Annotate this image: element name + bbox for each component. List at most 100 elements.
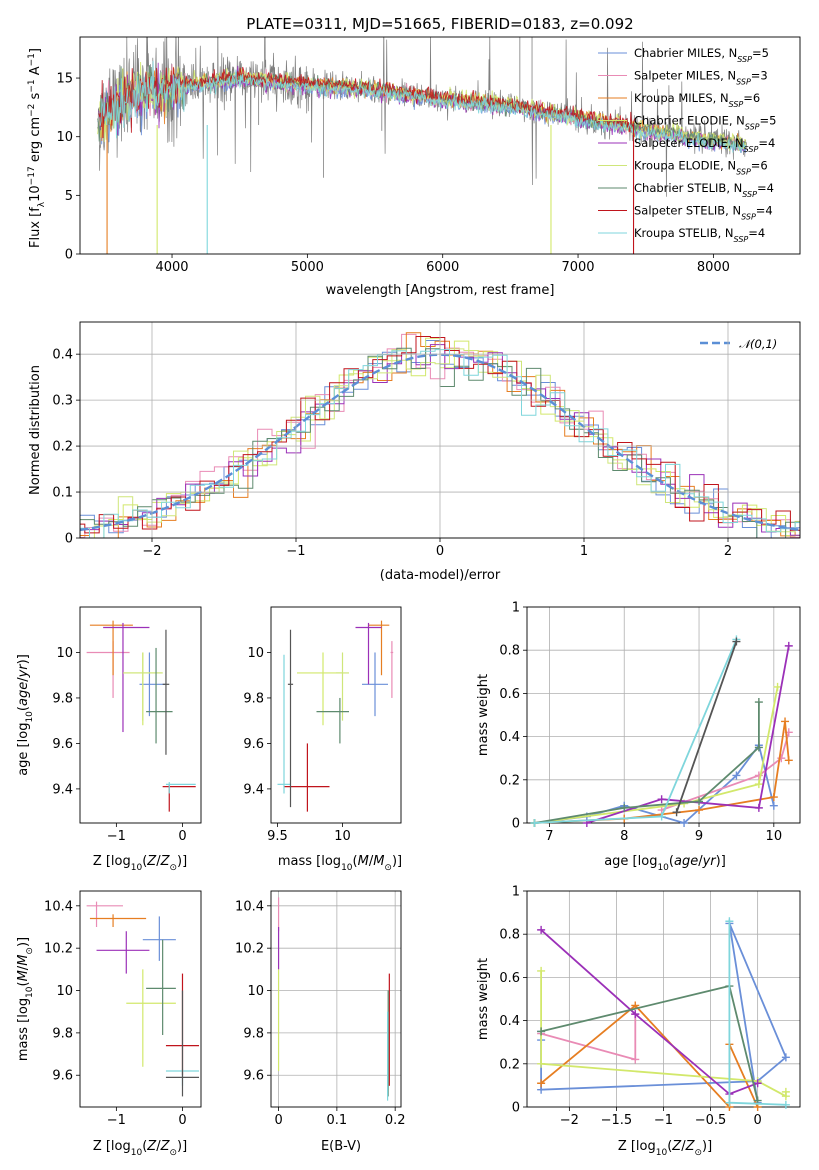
weight-age-frame [526, 606, 801, 824]
weight-age-ytick-label: 1 [512, 601, 520, 616]
mass-ebv-ytick-label: 10 [247, 984, 264, 999]
weight-age-xtick-label: 9 [695, 829, 703, 844]
weight-z-marker [781, 1087, 790, 1096]
model-spectrum-line [99, 60, 747, 154]
weight-age-marker [769, 801, 778, 810]
age-z-ytick-label: 9.4 [52, 782, 73, 797]
weight-age-ytick-label: 0 [512, 817, 520, 832]
weight-z-ytick-label: 0.8 [499, 928, 520, 943]
mass-ebv-xlabel: E(B-V) [321, 1139, 361, 1154]
age-mass-ytick-label: 9.6 [243, 737, 264, 752]
spectrum-lines [97, 37, 748, 254]
histogram-xtick-label: −1 [286, 544, 305, 559]
mass-ebv-xtick-label: 0.1 [327, 1113, 348, 1128]
weight-age-marker [773, 682, 782, 691]
age-mass-ytick-label: 9.8 [243, 691, 264, 706]
weight-age-ytick-label: 0.8 [499, 644, 520, 659]
weight-z-marker [537, 1027, 546, 1036]
weight-z-ytick-label: 0 [512, 1101, 520, 1116]
spectrum-axes: 4000 5000 6000 7000 8000 0 5 10 15 [56, 36, 801, 275]
age-mass-xlabel: mass [log10(M/M⊙)] [278, 854, 402, 873]
legend-entry: Salpeter ELODIE, NSSP=4 [634, 136, 775, 154]
weight-z-ytick-label: 1 [512, 885, 520, 900]
mass-z-panel: −1 0 9.6 9.8 10 10.2 10.4 [44, 890, 202, 1128]
age-mass-xtick-label: 9.5 [267, 829, 288, 844]
mass-z-ylabel: mass [log10(M/M⊙)] [16, 937, 35, 1061]
weight-z-xtick-label: 0 [753, 1113, 761, 1128]
histogram-axes: −2 −1 0 1 2 0 0.1 0.2 0.3 0.4 [52, 321, 801, 559]
weight-age-series-line [534, 743, 775, 825]
histogram-ytick-label: 0.2 [52, 440, 73, 455]
weight-age-marker [784, 756, 793, 765]
weight-age-marker [695, 797, 704, 806]
age-z-xlabel: Z [log10(Z/Z⊙)] [93, 854, 187, 873]
mass-ebv-ytick-label: 10.4 [235, 899, 264, 914]
weight-age-marker [754, 803, 763, 812]
weight-z-marker [537, 925, 546, 934]
weight-z-marker [537, 1079, 546, 1088]
age-mass-xtick-label: 10 [334, 829, 351, 844]
weight-age-ytick-label: 0.4 [499, 730, 520, 745]
histogram-frame [79, 321, 801, 539]
age-mass-panel: 9.5 10 9.4 9.6 9.8 10 [243, 606, 402, 844]
spectrum-panel: PLATE=0311, MJD=51665, FIBERID=0183, z=0… [27, 15, 801, 298]
spectrum-clipped-group [97, 37, 748, 254]
legend-entry: Chabrier MILES, NSSP=5 [634, 46, 769, 64]
age-mass-frame [270, 606, 402, 824]
spectrum-ytick-label: 5 [65, 189, 73, 204]
weight-z-marker [725, 917, 734, 926]
age-z-xtick-label: 0 [178, 829, 186, 844]
mass-z-ytick-label: 9.6 [52, 1069, 73, 1084]
weight-z-marker [725, 1098, 734, 1107]
histogram-xtick-label: −2 [142, 544, 161, 559]
weight-age-ytick-label: 0.2 [499, 773, 520, 788]
histogram-xtick-label: 0 [436, 544, 444, 559]
mass-ebv-panel: 0 0.1 0.2 9.6 9.8 10 10.2 10.4 [235, 890, 406, 1128]
histogram-clipped-group [80, 332, 800, 538]
weight-z-marker [781, 1100, 790, 1109]
weight-age-marker [657, 795, 666, 804]
weight-z-marker [753, 1079, 762, 1088]
weight-z-panel: −2 −1.5 −1 −0.5 0 0 0.2 0.4 0.6 0.8 1 [499, 885, 801, 1128]
weight-age-marker [754, 780, 763, 789]
age-mass-ytick-label: 10 [247, 646, 264, 661]
mass-ebv-xtick-label: 0.2 [385, 1113, 406, 1128]
age-z-ytick-label: 9.6 [52, 737, 73, 752]
histogram-ytick-label: 0.3 [52, 394, 73, 409]
weight-z-ylabel: mass weight [476, 958, 491, 1040]
age-z-ytick-label: 10 [56, 646, 73, 661]
legend-entry: Chabrier ELODIE, NSSP=5 [634, 114, 776, 132]
weight-age-marker [732, 637, 741, 646]
weight-age-xtick-label: 7 [545, 829, 553, 844]
weight-z-series-line [540, 929, 758, 1096]
weight-age-marker [530, 819, 539, 827]
mass-z-ytick-label: 9.8 [52, 1026, 73, 1041]
age-z-ylabel: age [log10(age/yr)] [16, 654, 35, 776]
weight-age-marker [680, 819, 689, 827]
weight-age-marker [620, 803, 629, 812]
weight-z-frame [526, 890, 801, 1108]
weight-age-xtick-label: 10 [766, 829, 783, 844]
age-mass-ytick-label: 9.4 [243, 782, 264, 797]
histogram-xtick-label: 2 [724, 544, 732, 559]
weight-z-marker [537, 1059, 546, 1068]
histogram-ytick-label: 0 [65, 532, 73, 547]
weight-z-marker [781, 1053, 790, 1062]
weight-age-series-line [534, 686, 779, 824]
mass-ebv-frame [270, 890, 402, 1108]
legend-entry: Salpeter MILES, NSSP=3 [634, 69, 768, 87]
weight-z-xtick-label: −1 [654, 1113, 673, 1128]
spectrum-xtick-label: 5000 [291, 260, 324, 275]
legend-entry: Chabrier STELIB, NSSP=4 [634, 181, 774, 199]
weight-age-marker [732, 771, 741, 780]
weight-age-marker [777, 754, 786, 763]
spectrum-xtick-label: 7000 [561, 260, 594, 275]
spectrum-xlabel: wavelength [Angstrom, rest frame] [326, 283, 555, 298]
spectrum-frame [79, 36, 801, 255]
legend-entry: Salpeter STELIB, NSSP=4 [634, 204, 773, 222]
mass-ebv-ytick-label: 9.6 [243, 1069, 264, 1084]
spectrum-legend: Chabrier MILES, NSSP=5 Salpeter MILES, NS… [598, 46, 776, 244]
mass-z-xlabel: Z [log10(Z/Z⊙)] [93, 1139, 187, 1158]
